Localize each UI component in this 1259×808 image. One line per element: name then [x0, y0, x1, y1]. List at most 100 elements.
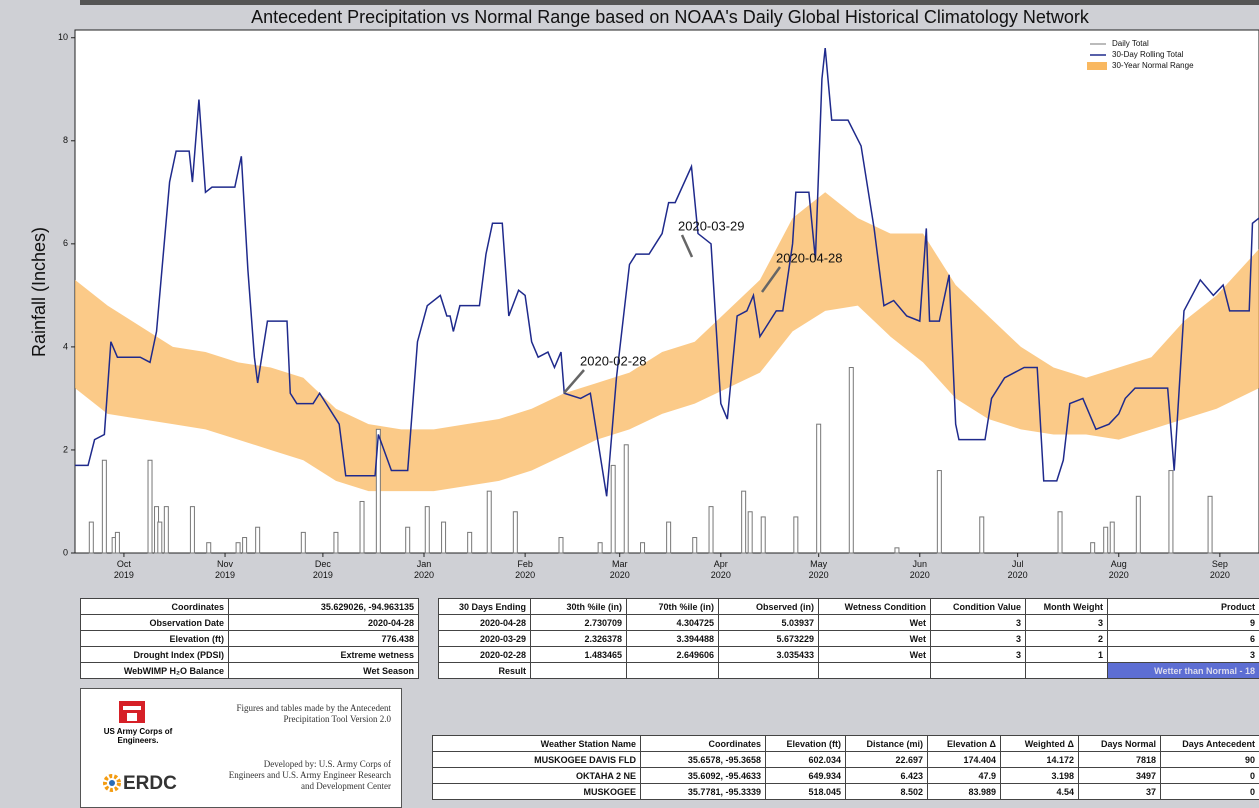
daily-total-bar: [693, 538, 697, 553]
table-cell: 35.6092, -95.4633: [641, 768, 766, 784]
table-cell: Coordinates: [81, 599, 229, 615]
daily-total-bar: [1091, 543, 1095, 553]
daily-total-bar: [158, 522, 162, 553]
table-cell: 37: [1079, 784, 1161, 800]
table-cell: 6: [1108, 631, 1259, 647]
table-cell: 3: [931, 647, 1026, 663]
table-cell: Distance (mi): [846, 736, 928, 752]
annotation: 2020-02-28: [580, 353, 647, 368]
table-cell: Observed (in): [719, 599, 819, 615]
daily-total-bar: [794, 517, 798, 553]
table-cell: Coordinates: [641, 736, 766, 752]
table-cell: Result: [439, 663, 531, 679]
daily-total-bar: [89, 522, 93, 553]
daily-total-bar: [468, 532, 472, 553]
table-cell: Days Normal: [1079, 736, 1161, 752]
daily-total-bar: [1104, 527, 1108, 553]
y-axis-label: Rainfall (Inches): [29, 227, 49, 357]
daily-total-bar: [256, 527, 260, 553]
table-cell: 2.649606: [627, 647, 719, 663]
plot-area: [75, 30, 1259, 553]
table-cell: 1: [1026, 647, 1108, 663]
daily-total-bar: [334, 532, 338, 553]
table-cell: 0: [1161, 784, 1259, 800]
legend-label: 30-Day Rolling Total: [1112, 50, 1184, 59]
table-row: Elevation (ft)776.438: [81, 631, 419, 647]
table-cell: 8.502: [846, 784, 928, 800]
daily-total-bar: [624, 445, 628, 553]
table-cell: 602.034: [766, 752, 846, 768]
table-cell: 2020-02-28: [439, 647, 531, 663]
table-cell: 35.6578, -95.3658: [641, 752, 766, 768]
table-cell: Extreme wetness: [229, 647, 419, 663]
daily-total-bar: [611, 465, 615, 553]
x-tick-label: Jul2020: [1008, 559, 1028, 580]
table-cell: 2020-04-28: [229, 615, 419, 631]
daily-total-bar: [487, 491, 491, 553]
daily-total-bar: [598, 543, 602, 553]
daily-total-bar: [442, 522, 446, 553]
daily-total-bar: [236, 543, 240, 553]
table-cell: Wetness Condition: [819, 599, 931, 615]
table-cell: 3.035433: [719, 647, 819, 663]
daily-total-bar: [243, 538, 247, 553]
chart: Antecedent Precipitation vs Normal Range…: [0, 0, 1259, 590]
table-cell: [627, 663, 719, 679]
daily-total-bar: [1136, 496, 1140, 553]
table-cell: 3.394488: [627, 631, 719, 647]
daily-total-bar: [425, 507, 429, 553]
table-cell: Days Antecedent: [1161, 736, 1259, 752]
table-cell: 5.673229: [719, 631, 819, 647]
developed-by-note: Developed by: U.S. Army Corps of Enginee…: [226, 759, 391, 792]
table-row: Drought Index (PDSI)Extreme wetness: [81, 647, 419, 663]
castle-detail: [123, 706, 141, 710]
table-cell: Elevation Δ: [928, 736, 1001, 752]
table-cell: 776.438: [229, 631, 419, 647]
top-strip: [80, 0, 1259, 5]
table-cell: 2: [1026, 631, 1108, 647]
x-tick-label: Oct2019: [114, 559, 134, 580]
table-cell: Wet Season: [229, 663, 419, 679]
table-row: WebWIMP H₂O BalanceWet Season: [81, 663, 419, 679]
table-cell: 3: [1108, 647, 1259, 663]
agency-name: US Army Corps of Engineers.: [103, 727, 173, 745]
castle-detail: [127, 713, 137, 721]
annotation: 2020-04-28: [776, 250, 843, 265]
made-by-note: Figures and tables made by the Anteceden…: [226, 703, 391, 725]
y-tick-label: 10: [58, 32, 68, 42]
table-cell: 2020-04-28: [439, 615, 531, 631]
daily-total-bar: [1208, 496, 1212, 553]
daily-total-bar: [641, 543, 645, 553]
table-cell: [931, 663, 1026, 679]
table-cell: Month Weight: [1026, 599, 1108, 615]
table-cell: [531, 663, 627, 679]
legend-swatch: [1087, 62, 1107, 70]
daily-total-bar: [1110, 522, 1114, 553]
annotation: 2020-03-29: [678, 218, 745, 233]
table-cell: 3: [1026, 615, 1108, 631]
table-cell: Elevation (ft): [81, 631, 229, 647]
table-cell: Product: [1108, 599, 1259, 615]
daily-total-bar: [849, 368, 853, 553]
table-row: 2020-02-281.4834652.6496063.035433Wet313: [439, 647, 1259, 663]
table-cell: 90: [1161, 752, 1259, 768]
table-cell: 649.934: [766, 768, 846, 784]
table-cell: 83.989: [928, 784, 1001, 800]
daily-total-bar: [980, 517, 984, 553]
table-cell: 35.629026, -94.963135: [229, 599, 419, 615]
table-cell: 9: [1108, 615, 1259, 631]
table-cell: Elevation (ft): [766, 736, 846, 752]
table-cell: 6.423: [846, 768, 928, 784]
daily-total-bar: [761, 517, 765, 553]
legend-label: Daily Total: [1112, 39, 1149, 48]
table-cell: [819, 663, 931, 679]
